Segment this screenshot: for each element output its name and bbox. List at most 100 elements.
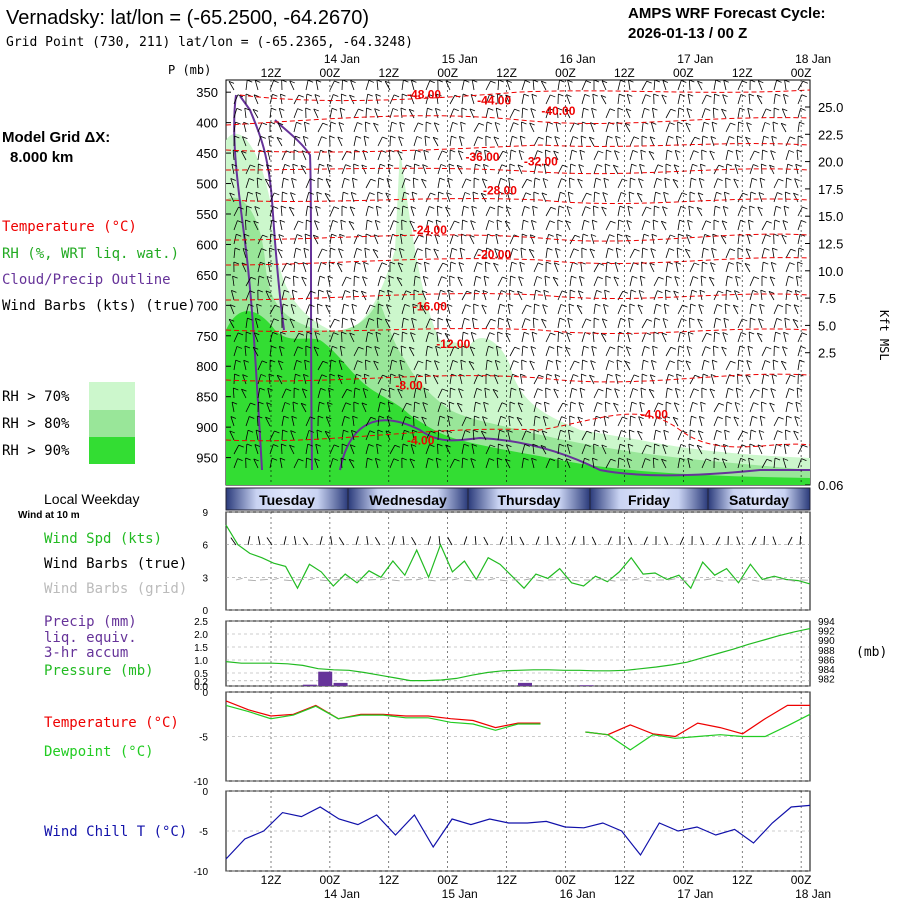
wind-barb: [688, 80, 691, 91]
wind-barb-flag: [466, 290, 472, 294]
wind-barb: [532, 206, 535, 217]
wind-barb-flag: [709, 388, 716, 392]
wind-barb-flag: [254, 444, 261, 447]
grid-wind-barb: [607, 579, 616, 582]
pressure-tick-label: 994: [818, 617, 835, 628]
wind-barb: [241, 262, 247, 273]
wind-barb: [648, 389, 655, 399]
wind-barb-flag: [483, 401, 489, 405]
wind-barb: [410, 206, 415, 217]
wind-barb-flag: [705, 220, 712, 224]
wind-barb-flag: [658, 276, 664, 280]
top-date-label: 16 Jan: [559, 52, 595, 66]
y-tick-label: 0.5: [194, 669, 208, 680]
wind-chill-line: [225, 804, 811, 860]
wind-barb: [761, 136, 765, 147]
wind-barb-flag: [368, 443, 374, 447]
wind-barb: [289, 80, 295, 91]
y-tick-label: 0: [202, 787, 208, 798]
isotherm-label: -8.00: [395, 379, 423, 393]
wind-barb: [281, 416, 285, 427]
wind-barb-flag: [678, 107, 685, 111]
wind-barb-flag: [429, 80, 435, 84]
wind-barb: [722, 332, 727, 343]
wind-barb-flag: [628, 80, 634, 83]
wind-barb-flag: [737, 135, 743, 139]
wind-barb: [713, 178, 718, 189]
wind-barb-flag: [500, 416, 506, 419]
wind-barb: [400, 346, 403, 357]
precip-pressure-panel: 2.52.01.51.00.50.20.09949929909889869849…: [194, 617, 835, 693]
wind-barb-flag: [448, 401, 455, 405]
grid-wind-barb: [307, 577, 315, 581]
wind-barb-flag: [502, 150, 508, 154]
wind-barb: [349, 94, 355, 105]
isotherm: [226, 257, 810, 266]
grid-wind-barb: [259, 578, 268, 581]
wind-barb-flag: [668, 248, 675, 251]
height-tick-label: 5.0: [818, 318, 836, 333]
wind-barb-flag: [316, 191, 322, 195]
wind-barb: [449, 122, 453, 133]
wind-barb-flag: [513, 122, 519, 125]
wind-barb: [637, 304, 643, 315]
wind-barb: [545, 135, 548, 147]
wind-barb-flag: [417, 122, 424, 126]
wind-barb-flag: [236, 108, 242, 111]
wind-barb-flag: [702, 261, 708, 265]
wind-barb-flag: [345, 402, 351, 406]
grid-wind-barb: [703, 578, 712, 581]
wind-barb-flag: [365, 233, 372, 237]
wind-barb: [233, 94, 239, 105]
wind-barb-flag: [499, 303, 506, 307]
wind-barb-flag: [740, 94, 747, 97]
wind-barb: [627, 332, 631, 343]
grid-wind-barb: [571, 579, 580, 582]
wind-barb-flag: [716, 429, 722, 433]
wind-barb-flag: [470, 458, 476, 461]
wind-barb: [565, 220, 571, 231]
wind-barb-flag: [706, 94, 712, 98]
wind-barb: [436, 205, 439, 217]
wind-barb: [245, 205, 248, 217]
height-axis-label: Kft MSL: [877, 310, 891, 361]
wind-barb-flag: [529, 248, 535, 252]
wind-barb: [653, 443, 655, 455]
wind-barb: [245, 430, 249, 441]
wind-barb: [376, 444, 379, 455]
wind-barb-flag: [748, 457, 754, 461]
wind-barb-flag: [615, 135, 621, 139]
wind-barb: [245, 290, 251, 301]
wind-barb: [496, 220, 499, 231]
wind-barb-flag: [622, 290, 628, 294]
wind-barb: [497, 430, 500, 441]
wind-barb-flag: [234, 373, 240, 377]
wind-barb-flag: [426, 121, 432, 125]
wind-barb-flag: [521, 121, 527, 125]
wind-barb-flag: [667, 149, 673, 153]
wind-barb: [533, 374, 540, 385]
y-tick-label: -5: [199, 827, 208, 838]
surface-wind-barb: [266, 537, 273, 546]
wind-barb: [735, 388, 739, 399]
wind-barb: [521, 80, 526, 91]
wind-barb-flag: [365, 359, 371, 363]
wind-barb-flag: [688, 331, 694, 335]
wind-barb-flag: [367, 457, 373, 461]
wind-barb-flag: [397, 388, 403, 392]
surface-wind-barb: [736, 536, 741, 546]
temperature-line: [225, 700, 810, 738]
wind-barb: [365, 332, 369, 343]
wind-barb-flag: [369, 430, 375, 434]
wind-barb: [413, 276, 416, 287]
wind-barb: [460, 122, 463, 133]
wind-barb: [377, 178, 380, 189]
wind-barb: [541, 318, 547, 329]
wind-barb-flag: [289, 80, 295, 84]
wind-barb: [329, 444, 335, 455]
wind-barb: [229, 430, 235, 441]
wind-barb-flag: [764, 360, 771, 363]
wind-barb-flag: [439, 177, 445, 181]
wind-barb-flag: [741, 80, 748, 84]
